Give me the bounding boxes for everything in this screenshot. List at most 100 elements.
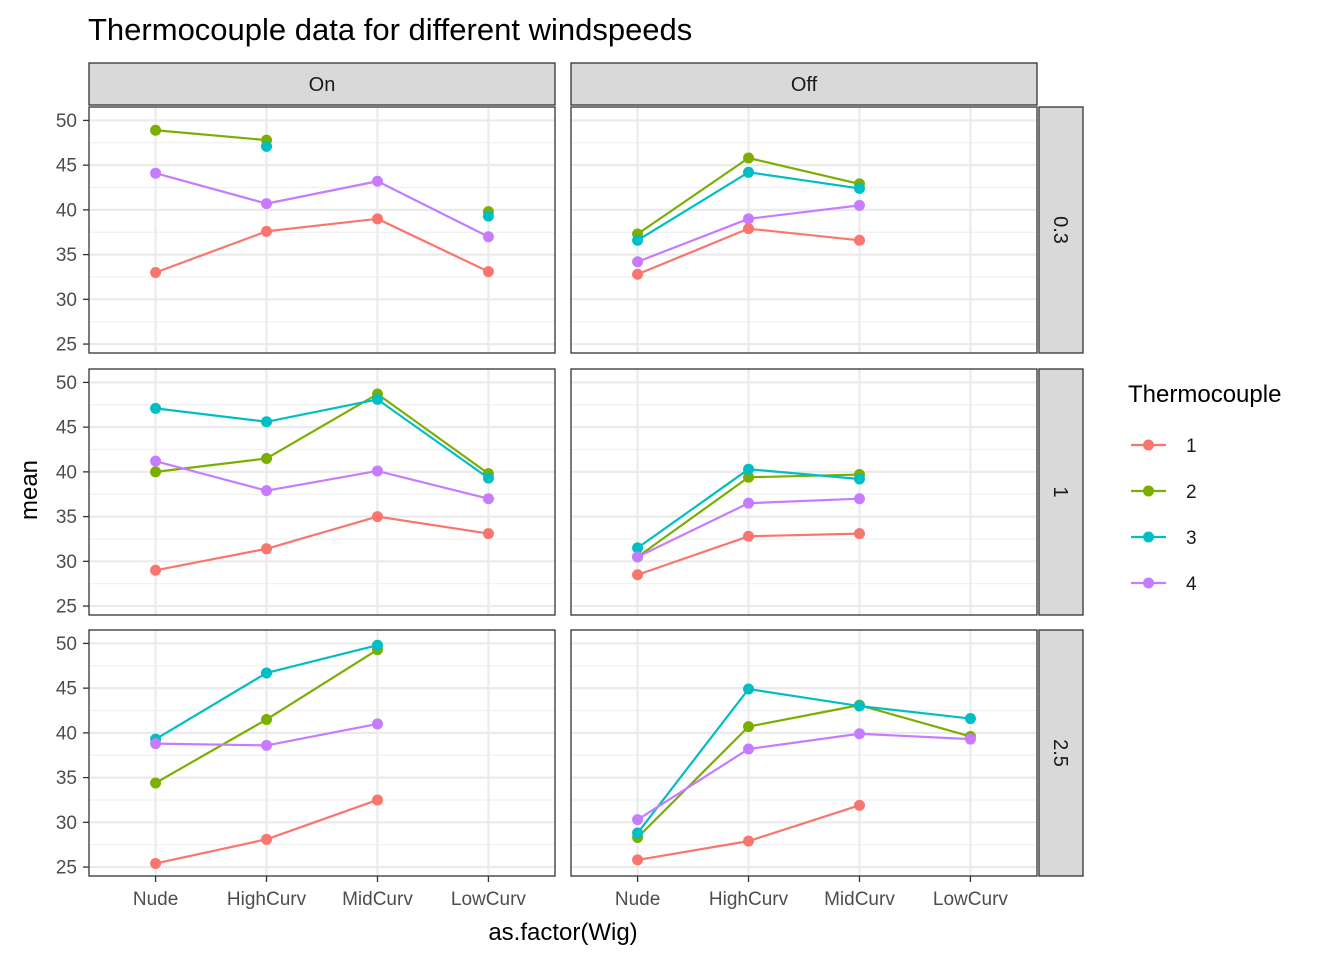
series-line-segment [155, 838, 267, 865]
strips-layer: On Off 0.3 1 2.5 [88, 62, 1084, 877]
legend-title: Thermocouple [1128, 381, 1281, 408]
data-point [482, 210, 494, 222]
data-point [853, 493, 865, 505]
data-point [632, 234, 644, 246]
series-line-segment [155, 460, 267, 492]
series-line-segment [748, 687, 860, 708]
x-tick-label: HighCurv [227, 889, 307, 910]
panel-on-1 [88, 368, 556, 616]
y-tick-label: 35 [56, 768, 77, 789]
x-tick-label: Nude [133, 889, 178, 910]
data-point [743, 213, 755, 225]
data-point [150, 777, 162, 789]
y-tick-label: 40 [56, 200, 77, 221]
legend-entry-4: 4 [1131, 574, 1197, 595]
series-line-segment [266, 722, 378, 747]
series-4 [632, 493, 865, 563]
data-point [853, 700, 865, 712]
data-point [853, 473, 865, 485]
panel-off-0.3 [570, 106, 1038, 354]
series-line-segment [637, 502, 750, 558]
legend-entry-3: 3 [1131, 528, 1197, 549]
x-tick-label: MidCurv [342, 889, 413, 910]
data-point [261, 452, 273, 464]
data-point [632, 827, 644, 839]
x-axis-label: as.factor(Wig) [488, 919, 637, 946]
series-3 [632, 166, 865, 246]
series-line-segment [748, 473, 860, 479]
legend-key-point [1143, 485, 1154, 497]
data-point [261, 667, 273, 679]
legend-key-point [1143, 577, 1154, 589]
series-3 [261, 140, 494, 222]
x-tick-label: Nude [615, 889, 660, 910]
row-strip-1: 1 [1038, 368, 1084, 616]
data-point [150, 266, 162, 278]
series-line-segment [155, 547, 267, 572]
data-point [743, 463, 755, 475]
panel-background [89, 107, 555, 353]
series-line-segment [155, 230, 267, 274]
series-4 [150, 455, 494, 505]
series-line-segment [636, 476, 750, 558]
x-axis-on: Nude HighCurv MidCurv LowCurv [133, 876, 526, 910]
column-strip-label: Off [791, 74, 818, 96]
y-axis-row-2.5: 25 30 35 40 45 50 [56, 634, 89, 879]
legend-entry-label: 1 [1186, 436, 1197, 457]
data-point [743, 683, 755, 695]
series-line-segment [859, 704, 971, 720]
axes-layer: 25 30 35 40 45 50 25 30 35 40 45 50 25 30 35 40 45 50 Nude… [56, 111, 1009, 910]
data-point [371, 213, 383, 225]
data-point [261, 739, 273, 751]
series-line-segment [377, 217, 489, 273]
panel-background [571, 630, 1037, 876]
panel-background [89, 630, 555, 876]
series-line-segment [636, 468, 750, 549]
data-point [853, 234, 865, 246]
series-line-segment [376, 398, 490, 480]
panel-border [570, 629, 1038, 877]
data-point [150, 124, 162, 136]
data-point [964, 733, 976, 745]
series-4 [150, 718, 383, 751]
y-tick-label: 35 [56, 245, 77, 266]
y-tick-label: 25 [56, 858, 77, 879]
data-point [150, 402, 162, 414]
legend-entry-label: 2 [1186, 482, 1197, 503]
y-tick-label: 50 [56, 373, 77, 394]
series-line-segment [266, 644, 378, 675]
panel-background [571, 107, 1037, 353]
data-point [632, 569, 644, 581]
series-1 [632, 799, 865, 866]
series-line-segment [265, 648, 379, 721]
series-line-segment [266, 217, 378, 233]
series-line-segment [155, 129, 267, 142]
panel-border [570, 368, 1038, 616]
data-point [261, 416, 273, 428]
column-strip-off: Off [570, 62, 1038, 106]
x-tick-label: HighCurv [709, 889, 789, 910]
series-line-segment [748, 227, 860, 242]
legend-entry-1: 1 [1131, 436, 1197, 457]
data-point [371, 794, 383, 806]
data-point [964, 713, 976, 725]
legend-key-point [1143, 439, 1154, 451]
series-line-segment [636, 171, 750, 242]
series-line-segment [637, 227, 749, 276]
data-point [371, 639, 383, 651]
series-1 [632, 223, 865, 280]
series-line-segment [748, 732, 860, 751]
legend-key-point [1143, 531, 1154, 543]
series-line-segment [155, 457, 267, 473]
series-line-segment [155, 407, 267, 423]
legend: Thermocouple 1 2 3 4 [1128, 381, 1281, 595]
series-4 [632, 728, 976, 826]
series-line-segment [266, 469, 378, 492]
y-tick-label: 25 [56, 335, 77, 356]
data-point [632, 814, 644, 826]
series-line-segment [748, 204, 860, 220]
data-point [632, 542, 644, 554]
data-point [743, 166, 755, 178]
series-line-segment [637, 217, 749, 263]
